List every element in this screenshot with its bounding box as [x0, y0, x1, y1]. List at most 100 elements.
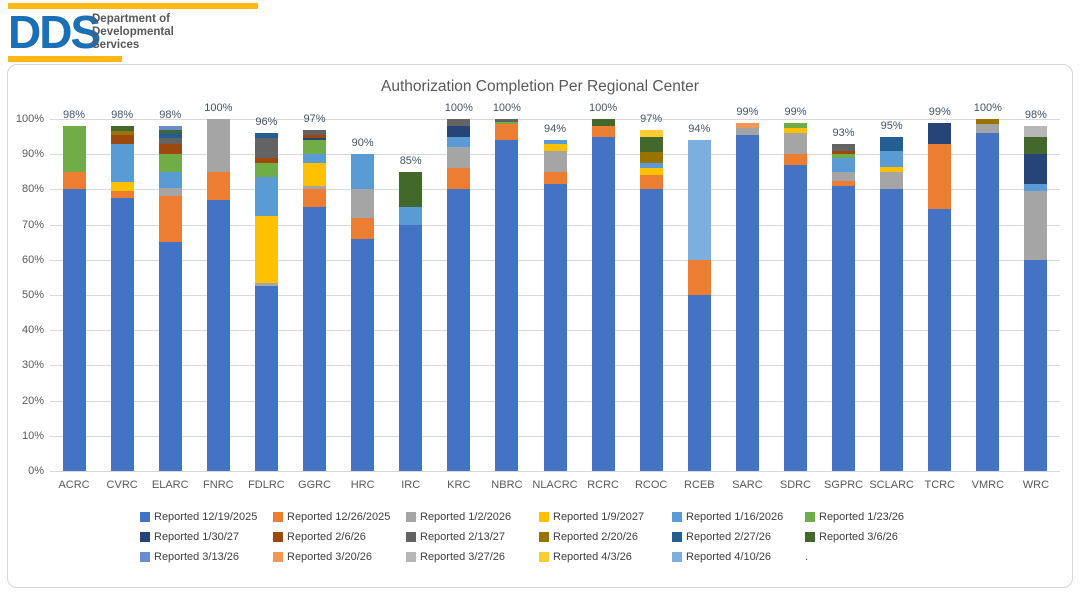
x-axis-category-label: KRC — [447, 479, 471, 491]
bar-segment-SCLARC — [880, 189, 904, 471]
bar-total-label: 100% — [589, 102, 618, 114]
bar-segment-ELARC — [158, 143, 182, 155]
bar-ELARC — [158, 126, 182, 471]
bar-segment-RCRC — [591, 136, 615, 471]
bar-segment-FDLRC — [254, 138, 278, 158]
bar-SARC — [735, 122, 759, 471]
y-axis-tick-label: 80% — [21, 183, 44, 196]
bar-segment-WRC — [1024, 259, 1048, 471]
bar-segment-SCLARC — [880, 136, 904, 151]
bar-NLACRC — [543, 140, 567, 471]
bar-segment-RCEB — [687, 259, 711, 295]
legend-label: Reported 3/6/26 — [819, 531, 898, 543]
legend-item: Reported 3/27/26 — [406, 551, 539, 563]
bar-segment-SGPRC — [832, 150, 856, 155]
bar-total-label: 94% — [688, 123, 711, 136]
bar-segment-GGRC — [303, 154, 327, 164]
bar-segment-ELARC — [158, 187, 182, 197]
bar-segment-IRC — [399, 224, 423, 471]
legend-item: Reported 2/20/26 — [539, 531, 672, 543]
bar-total-label: 98% — [1024, 109, 1047, 122]
bar-total-label: 94% — [543, 123, 567, 136]
legend-swatch — [273, 532, 283, 542]
bar-segment-NLACRC — [543, 150, 567, 172]
legend-swatch — [672, 532, 682, 542]
bar-total-label: 97% — [640, 112, 663, 125]
bar-segment-SDRC — [783, 122, 807, 128]
legend-item: Reported 2/27/26 — [672, 531, 805, 543]
bar-FNRC — [206, 119, 230, 471]
bar-segment-TCRC — [928, 122, 952, 144]
bar-FDLRC — [254, 133, 278, 471]
x-axis-category-label: RCEB — [684, 479, 715, 491]
legend-swatch — [539, 512, 549, 522]
legend-swatch — [805, 532, 815, 542]
bar-segment-SGPRC — [832, 171, 856, 181]
bar-total-label: 97% — [303, 112, 326, 125]
y-axis-tick-label: 30% — [21, 359, 44, 372]
bar-segment-WRC — [1024, 126, 1048, 137]
bar-segment-WRC — [1024, 184, 1048, 192]
x-axis-category-label: SCLARC — [869, 479, 914, 491]
legend-label: Reported 1/23/26 — [819, 511, 905, 523]
x-axis-category-label: IRC — [401, 479, 421, 491]
bar-segment-SGPRC — [832, 180, 856, 186]
bar-VMRC — [976, 119, 1000, 471]
bar-segment-GGRC — [303, 207, 327, 471]
legend-item: Reported 3/6/26 — [805, 531, 938, 543]
bar-segment-TCRC — [928, 143, 952, 209]
bar-WRC — [1024, 126, 1048, 471]
bar-total-label: 93% — [832, 126, 855, 139]
bar-segment-WRC — [1024, 136, 1048, 155]
bar-segment-ELARC — [158, 129, 182, 134]
chart-frame: Authorization Completion Per Regional Ce… — [7, 64, 1073, 588]
bar-segment-HRC — [351, 217, 375, 239]
bar-segment-NLACRC — [543, 184, 567, 471]
bar-segment-SDRC — [783, 164, 807, 471]
bar-total-label: 100% — [973, 102, 1002, 114]
bar-NBRC — [495, 119, 519, 471]
bar-segment-HRC — [351, 238, 375, 471]
legend-item: Reported 1/9/2027 — [539, 511, 672, 523]
bar-total-label: 98% — [63, 109, 86, 122]
legend-swatch — [273, 552, 283, 562]
legend-item: Reported 4/10/26 — [672, 551, 805, 563]
bar-total-label: 85% — [399, 154, 422, 167]
legend-swatch — [539, 532, 549, 542]
bar-segment-GGRC — [303, 163, 327, 186]
bar-segment-SCLARC — [880, 171, 904, 190]
x-axis-category-label: RCOC — [634, 479, 668, 491]
bar-segment-WRC — [1024, 154, 1048, 185]
legend-label: Reported 1/2/2026 — [420, 511, 512, 523]
bar-total-label: 98% — [111, 109, 134, 122]
bar-segment-FNRC — [206, 119, 230, 172]
bar-RCOC — [639, 129, 663, 471]
bar-segment-ELARC — [158, 154, 182, 172]
bar-total-label: 100% — [204, 102, 233, 114]
bar-segment-KRC — [447, 147, 471, 169]
legend-label: Reported 12/26/2025 — [287, 511, 391, 523]
bar-segment-SGPRC — [832, 157, 856, 172]
legend-swatch — [406, 552, 416, 562]
bar-TCRC — [928, 122, 952, 471]
dds-logo: DDS Department of Developmental Services — [8, 3, 328, 62]
y-axis-tick-label: 10% — [21, 429, 44, 442]
bar-segment-SARC — [735, 127, 759, 135]
y-axis-tick-label: 60% — [21, 253, 44, 266]
bar-segment-SDRC — [783, 154, 807, 165]
x-axis-category-label: VMRC — [971, 479, 1005, 491]
bar-segment-WRC — [1024, 191, 1048, 260]
y-axis-tick-label: 100% — [15, 113, 44, 125]
bar-total-label: 95% — [880, 119, 903, 132]
bar-segment-IRC — [399, 207, 423, 225]
legend-item: Reported 1/16/2026 — [672, 511, 805, 523]
bar-segment-SDRC — [783, 127, 807, 134]
x-axis-category-label: WRC — [1022, 479, 1050, 491]
bar-total-label: 96% — [255, 116, 278, 129]
legend-label: Reported 2/6/26 — [287, 531, 366, 543]
x-axis-category-label: FNRC — [203, 479, 234, 491]
bar-segment-CVRC — [110, 134, 134, 144]
legend-item: Reported 3/20/26 — [273, 551, 406, 563]
bar-segment-VMRC — [976, 124, 1000, 134]
bar-segment-KRC — [447, 168, 471, 190]
